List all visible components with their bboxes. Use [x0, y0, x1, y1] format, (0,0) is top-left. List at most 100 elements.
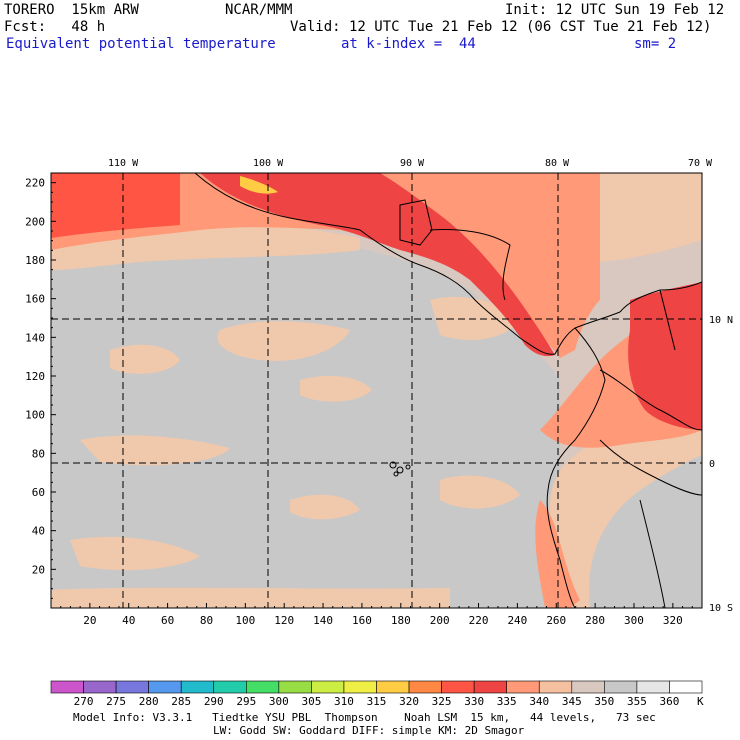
colorbar-level: 315: [367, 695, 387, 708]
colorbar-level: 325: [432, 695, 452, 708]
plot-frame: [50, 172, 703, 609]
colorbar: 270 275 280 285 290 295 300 305 310 315 320 325 330 3…: [50, 680, 703, 708]
lon-label-110w: 110 W: [108, 158, 139, 169]
colorbar-swatch: [506, 680, 540, 694]
x-tick-label: 200: [430, 614, 450, 627]
x-tick-label: 260: [546, 614, 566, 627]
y-axis: 20 40 60 80 100 120 140 160 180 200 220: [25, 177, 56, 599]
x-tick-label: 140: [313, 614, 333, 627]
colorbar-swatch: [148, 680, 182, 694]
lat-label-0: 0: [709, 459, 715, 470]
model-info: Model Info: V3.3.1 Tiedtke YSU PBL Thomp…: [73, 711, 656, 724]
latitude-labels: 10 N 0 10 S: [709, 315, 733, 614]
colorbar-swatch: [473, 680, 507, 694]
colorbar-swatch: [408, 680, 442, 694]
colorbar-level: 285: [171, 695, 191, 708]
colorbar-swatch: [213, 680, 247, 694]
colorbar-swatch: [50, 680, 84, 694]
y-tick-label: 200: [25, 215, 45, 228]
colorbar-units: K: [697, 695, 704, 708]
lat-label-10s: 10 S: [709, 603, 733, 614]
x-tick-label: 320: [663, 614, 683, 627]
colorbar-swatch: [669, 680, 703, 694]
colorbar-level: 275: [106, 695, 126, 708]
colorbar-level: 290: [204, 695, 224, 708]
y-tick-label: 100: [25, 409, 45, 422]
x-tick-label: 240: [507, 614, 527, 627]
colorbar-level: 310: [334, 695, 354, 708]
colorbar-swatch: [115, 680, 149, 694]
colorbar-swatch: [571, 680, 605, 694]
x-tick-label: 160: [352, 614, 372, 627]
colorbar-swatch: [376, 680, 410, 694]
mexico-hot: [51, 173, 180, 238]
x-tick-label: 100: [235, 614, 255, 627]
x-tick-label: 80: [200, 614, 213, 627]
colorbar-swatch: [311, 680, 345, 694]
x-tick-label: 20: [83, 614, 96, 627]
galapagos-islands: [389, 461, 411, 477]
x-tick-label: 220: [469, 614, 489, 627]
coastlines: [194, 173, 702, 608]
colorbar-swatch: [246, 680, 280, 694]
x-tick-label: 280: [585, 614, 605, 627]
colorbar-level: 355: [627, 695, 647, 708]
physics-info: LW: Godd SW: Goddard DIFF: simple KM: 2D…: [213, 724, 525, 737]
colorbar-swatch: [180, 680, 215, 694]
colorbar-level: 305: [301, 695, 321, 708]
graticule: [51, 173, 702, 608]
y-tick-label: 220: [25, 177, 45, 190]
y-tick-label: 180: [25, 254, 45, 267]
longitude-labels: 110 W 100 W 90 W 80 W 70 W: [108, 158, 713, 169]
y-tick-label: 80: [32, 447, 45, 460]
init-time: Init: 12 UTC Sun 19 Feb 12: [505, 2, 725, 18]
forecast-hour: Fcst: 48 h: [4, 19, 106, 35]
colorbar-level: 350: [594, 695, 614, 708]
colorbar-swatch: [636, 680, 670, 694]
org-name: NCAR/MMM: [225, 2, 293, 18]
colorbar-level: 330: [464, 695, 484, 708]
colorbar-level: 280: [139, 695, 159, 708]
field-name: Equivalent potential temperature: [6, 36, 276, 52]
y-tick-label: 160: [25, 293, 45, 306]
colorbar-level: 335: [497, 695, 517, 708]
colorbar-level: 295: [236, 695, 256, 708]
colorbar-level: 320: [399, 695, 419, 708]
x-tick-label: 300: [624, 614, 644, 627]
colorbar-level: 340: [529, 695, 549, 708]
colorbar-swatch: [604, 680, 638, 694]
isthmus-hot: [200, 173, 555, 357]
model-name: TORERO 15km ARW: [4, 2, 139, 18]
lon-label-100w: 100 W: [253, 158, 284, 169]
y-tick-label: 120: [25, 370, 45, 383]
x-tick-label: 60: [161, 614, 174, 627]
colorbar-level: 345: [562, 695, 582, 708]
colorbar-level: 360: [660, 695, 680, 708]
y-tick-label: 20: [32, 563, 45, 576]
colorbar-swatch: [83, 680, 117, 694]
y-tick-label: 140: [25, 331, 45, 344]
y-tick-label: 60: [32, 486, 45, 499]
andes-cool-region: [589, 455, 702, 608]
colorbar-swatch: [343, 680, 377, 694]
level-info: at k-index = 44: [341, 36, 476, 52]
x-tick-label: 40: [122, 614, 135, 627]
y-tick-label: 40: [32, 525, 45, 538]
colorbar-swatch: [538, 680, 573, 694]
smoothing-info: sm= 2: [634, 36, 677, 52]
lon-label-80w: 80 W: [545, 158, 570, 169]
x-tick-label: 180: [391, 614, 411, 627]
north-warm-band: [51, 173, 600, 358]
colorbar-swatch: [441, 680, 475, 694]
low-theta-patches: [51, 230, 560, 608]
colorbar-level: 300: [269, 695, 289, 708]
valid-time: Valid: 12 UTC Tue 21 Feb 12 (06 CST Tue …: [290, 19, 712, 35]
field-map: [51, 173, 702, 608]
colorbar-level: 270: [74, 695, 94, 708]
lon-label-90w: 90 W: [400, 158, 425, 169]
caribbean-region: [600, 173, 702, 262]
x-axis: 20 40 60 80 100 120 140 160 180 200 220 240 260 280 30…: [60, 603, 693, 627]
lat-label-10n: 10 N: [709, 315, 733, 326]
x-tick-label: 120: [274, 614, 294, 627]
